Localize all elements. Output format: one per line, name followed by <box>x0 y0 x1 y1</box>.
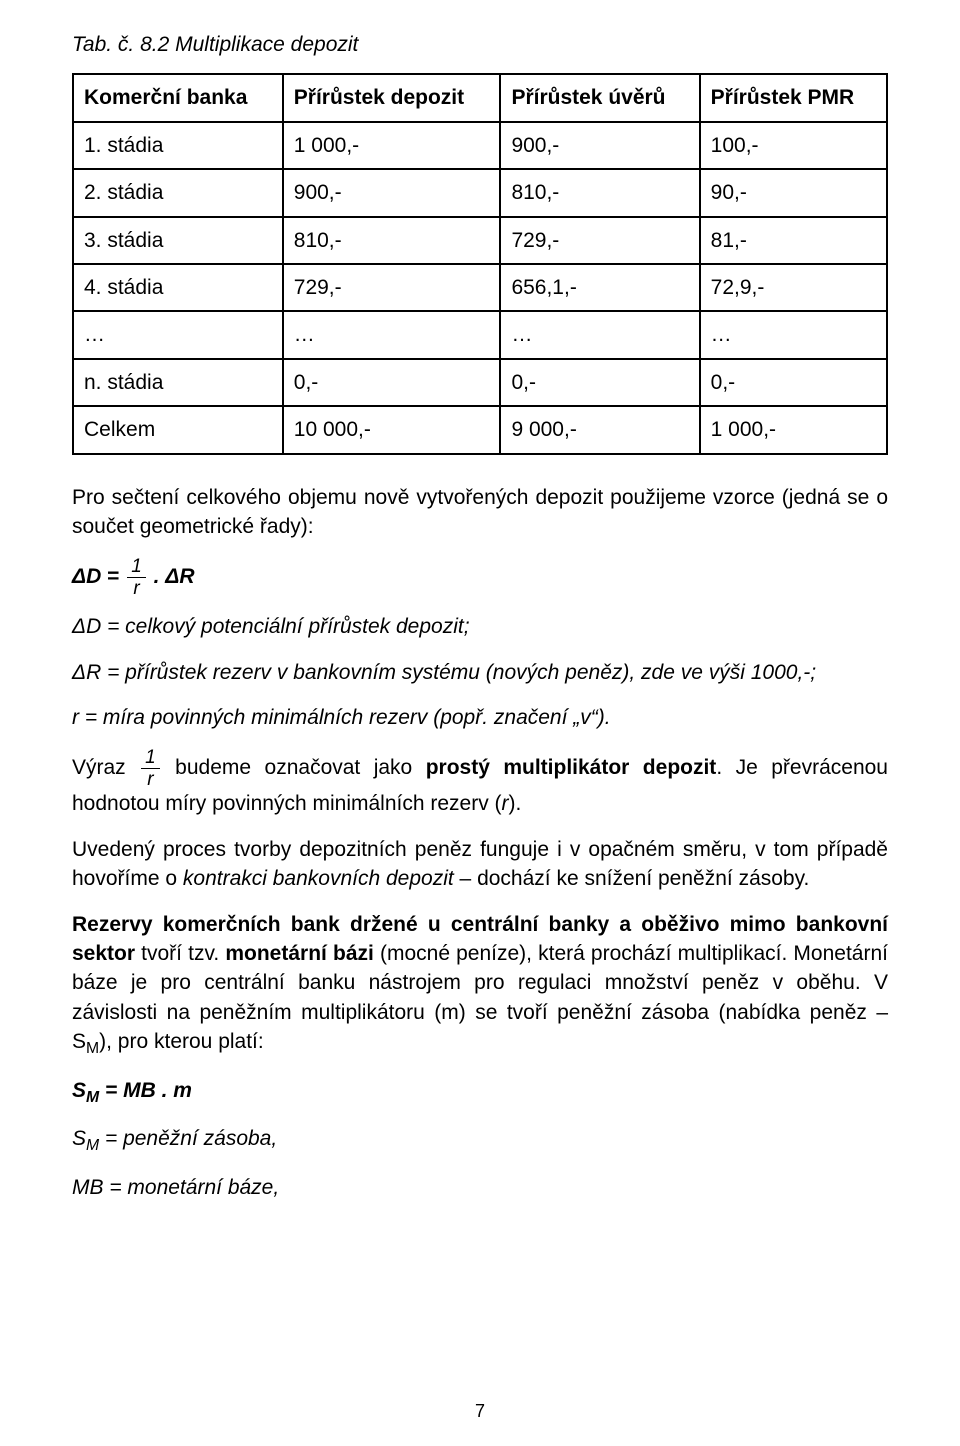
def-sm: SM = peněžní zásoba, <box>72 1124 888 1157</box>
rezervy-sub1: M <box>86 1040 99 1057</box>
cell: 3. stádia <box>73 217 283 264</box>
rezervy-paragraph: Rezervy komerčních bank držené u centrál… <box>72 910 888 1061</box>
cell: 900,- <box>283 169 501 216</box>
equation-sm: SM = MB . m <box>72 1076 888 1109</box>
table-row: 3. stádia 810,- 729,- 81,- <box>73 217 887 264</box>
cell: 729,- <box>500 217 699 264</box>
frac-num: 1 <box>127 557 146 578</box>
cell: 656,1,- <box>500 264 699 311</box>
vyraz-r: r <box>502 792 509 815</box>
cell: 10 000,- <box>283 406 501 453</box>
fraction-icon: 1r <box>141 748 160 789</box>
cell: 729,- <box>283 264 501 311</box>
def-sm-pre: S <box>72 1127 86 1150</box>
def-mb: MB = monetární báze, <box>72 1173 888 1202</box>
frac-num: 1 <box>141 748 160 769</box>
cell: 1. stádia <box>73 122 283 169</box>
cell: 4. stádia <box>73 264 283 311</box>
vyraz-post2: ). <box>509 792 522 815</box>
table-body: 1. stádia 1 000,- 900,- 100,- 2. stádia … <box>73 122 887 454</box>
cell: 0,- <box>283 359 501 406</box>
cell: 810,- <box>500 169 699 216</box>
vyraz-mid: budeme označovat jako <box>162 757 426 780</box>
def-dd: ΔD = celkový potenciální přírůstek depoz… <box>72 612 888 641</box>
cell: 1 000,- <box>700 406 887 453</box>
eq-eq: = <box>101 565 125 588</box>
cell: 2. stádia <box>73 169 283 216</box>
table-row: 1. stádia 1 000,- 900,- 100,- <box>73 122 887 169</box>
cell: … <box>500 311 699 358</box>
rezervy-a: tvoří tzv. <box>135 942 225 965</box>
table-header-row: Komerční banka Přírůstek depozit Přírůst… <box>73 74 887 121</box>
col-header-deposit: Přírůstek depozit <box>283 74 501 121</box>
table-caption: Tab. č. 8.2 Multiplikace depozit <box>72 30 888 59</box>
col-header-bank: Komerční banka <box>73 74 283 121</box>
rezervy-c: ), pro kterou platí: <box>99 1030 264 1053</box>
cell: 100,- <box>700 122 887 169</box>
fraction-icon: 1r <box>127 557 146 598</box>
col-header-pmr: Přírůstek PMR <box>700 74 887 121</box>
def-dr: ΔR = přírůstek rezerv v bankovním systém… <box>72 658 888 687</box>
cell: 1 000,- <box>283 122 501 169</box>
rezervy-bold2: monetární bázi <box>225 942 373 965</box>
def-sm-sub: M <box>86 1137 99 1154</box>
cell: 90,- <box>700 169 887 216</box>
vyraz-bold: prostý multiplikátor depozit <box>426 757 717 780</box>
proces-b: – dochází ke snížení peněžní zásoby. <box>454 867 810 890</box>
def-r: r = míra povinných minimálních rezerv (p… <box>72 703 888 732</box>
eq2-pre: S <box>72 1079 86 1102</box>
table-row: … … … … <box>73 311 887 358</box>
cell: Celkem <box>73 406 283 453</box>
vyraz-paragraph: Výraz 1r budeme označovat jako prostý mu… <box>72 748 888 818</box>
eq2-sub: M <box>86 1090 99 1107</box>
table-row: 4. stádia 729,- 656,1,- 72,9,- <box>73 264 887 311</box>
col-header-credit: Přírůstek úvěrů <box>500 74 699 121</box>
deposit-table: Komerční banka Přírůstek depozit Přírůst… <box>72 73 888 454</box>
cell: … <box>700 311 887 358</box>
cell: n. stádia <box>73 359 283 406</box>
cell: 72,9,- <box>700 264 887 311</box>
cell: 900,- <box>500 122 699 169</box>
cell: 81,- <box>700 217 887 264</box>
cell: … <box>283 311 501 358</box>
frac-den: r <box>127 578 146 598</box>
eq-tail: . ΔR <box>148 565 195 588</box>
cell: … <box>73 311 283 358</box>
table-row: 2. stádia 900,- 810,- 90,- <box>73 169 887 216</box>
eq2-post: = MB . m <box>99 1079 192 1102</box>
equation-dd: ΔD = 1r . ΔR <box>72 557 888 598</box>
cell: 9 000,- <box>500 406 699 453</box>
table-row: n. stádia 0,- 0,- 0,- <box>73 359 887 406</box>
def-sm-post: = peněžní zásoba, <box>99 1127 277 1150</box>
cell: 810,- <box>283 217 501 264</box>
proces-ital: kontrakci bankovních depozit <box>183 867 454 890</box>
proces-paragraph: Uvedený proces tvorby depozitních peněz … <box>72 835 888 894</box>
table-row: Celkem 10 000,- 9 000,- 1 000,- <box>73 406 887 453</box>
cell: 0,- <box>500 359 699 406</box>
intro-paragraph: Pro sečtení celkového objemu nově vytvoř… <box>72 483 888 542</box>
eq-lhs: ΔD <box>72 565 101 588</box>
page-number: 7 <box>0 1399 960 1424</box>
vyraz-pre: Výraz <box>72 757 139 780</box>
frac-den: r <box>141 769 160 789</box>
cell: 0,- <box>700 359 887 406</box>
